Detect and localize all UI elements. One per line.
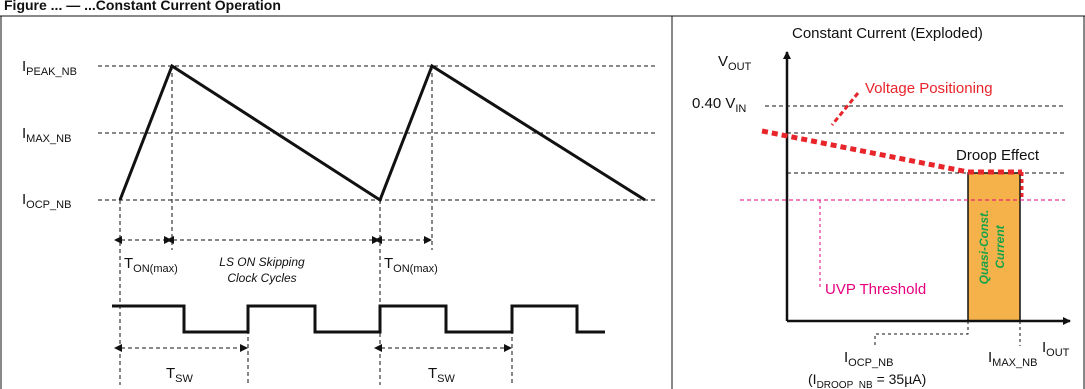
voltage-positioning-line [761,128,1022,175]
tsw-label-1: TSW [166,365,194,385]
label-imax: IMAX_NB [22,125,71,145]
v040-label: 0.40 VIN [692,95,746,115]
quasi-const-region [967,172,1021,322]
imax-label: IMAX_NB [988,349,1037,369]
ton-label-2: TON(max) [384,255,438,275]
quasi-label-line2: Current [993,224,1007,268]
vout-label: VOUT [718,53,752,73]
skip-label-line1: LS ON Skipping [219,255,305,269]
idroop-label: (IDROOP_NB = 35µA) [808,371,926,389]
label-iocp: IOCP_NB [22,191,71,211]
iocp-leader [874,321,969,347]
iocp-label: IOCP_NB [844,349,893,369]
tsw-label-2: TSW [428,365,456,385]
voltage-positioning-pointer [830,92,860,126]
ton-label-1: TON(max) [124,255,178,275]
label-ipeak: IPEAK_NB [22,58,77,78]
uvp-label: UVP Threshold [825,281,926,298]
current-waveform [118,63,646,203]
figure-title: Figure ... — ...Constant Current Operati… [4,0,281,13]
quasi-label-line1: Quasi-Const. [977,210,991,285]
droop-effect-label: Droop Effect [956,147,1040,164]
right-title: Constant Current (Exploded) [792,25,983,42]
iout-label: IOUT [1042,339,1070,359]
clock-waveform [112,304,605,334]
skip-label-line2: Clock Cycles [227,271,296,285]
voltage-positioning-label: Voltage Positioning [865,80,993,97]
